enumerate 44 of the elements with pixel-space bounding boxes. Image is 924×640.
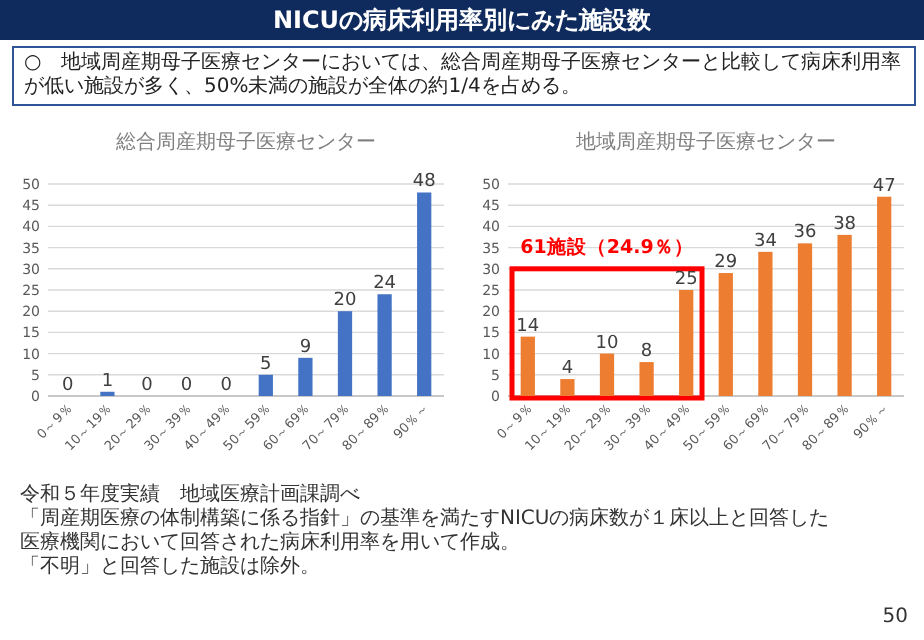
data-label: 1 xyxy=(101,371,114,392)
data-label: 24 xyxy=(373,274,397,295)
bar xyxy=(758,251,773,396)
text: NICUの病床利用率別にみた施設数 xyxy=(0,0,924,40)
bar xyxy=(560,379,575,396)
bar xyxy=(258,374,273,396)
annotation: 61施設（24.9％） xyxy=(520,234,694,259)
bar xyxy=(877,196,892,396)
bar xyxy=(337,311,353,396)
data-label: 0 xyxy=(62,376,75,396)
bar xyxy=(520,336,535,396)
data-label: 48 xyxy=(412,172,437,193)
data-label: 0 xyxy=(141,376,154,396)
data-label: 10 xyxy=(595,333,619,354)
data-label: 8 xyxy=(640,342,653,363)
data-label: 20 xyxy=(333,291,357,312)
text: 「周産期医療の体制構築に係る指針」の基準を満たすNICUの病床数が１床以上と回答した医療機関において回答された病床利用率を用いて作成。 xyxy=(20,508,832,555)
bar xyxy=(417,192,432,396)
bar xyxy=(298,357,313,396)
text: ○ 地域周産期母子医療センターにおいては、総合周産期母子医療センターと比較して病床利用率が低い施設が多く、50%未満の施設が全体の約1/4を占める。 xyxy=(12,46,916,106)
text: 令和５年度実績 地域医療計画課調べ xyxy=(20,484,362,507)
data-label: 0 xyxy=(180,376,193,396)
bar xyxy=(718,273,733,396)
data-label: 5 xyxy=(260,354,272,375)
bar xyxy=(599,353,615,396)
chart-title: 地域周産期母子医療センター xyxy=(574,130,836,154)
data-label: 34 xyxy=(753,231,778,252)
bar xyxy=(639,362,654,396)
data-label: 14 xyxy=(516,316,540,337)
data-label: 9 xyxy=(299,337,312,358)
bar xyxy=(797,243,813,396)
text: 50 xyxy=(882,606,908,628)
data-label: 47 xyxy=(872,176,896,197)
data-label: 36 xyxy=(793,223,817,244)
data-label: 0 xyxy=(220,376,233,396)
bar xyxy=(377,294,392,396)
data-label: 29 xyxy=(714,253,738,274)
data-label: 4 xyxy=(561,359,574,380)
bar xyxy=(837,234,852,396)
data-label: 38 xyxy=(833,214,857,235)
text: 「不明」と回答した施設は除外。 xyxy=(20,556,322,580)
data-label: 25 xyxy=(674,270,698,290)
bar xyxy=(679,290,694,396)
chart-title: 総合周産期母子医療センター xyxy=(114,130,376,154)
